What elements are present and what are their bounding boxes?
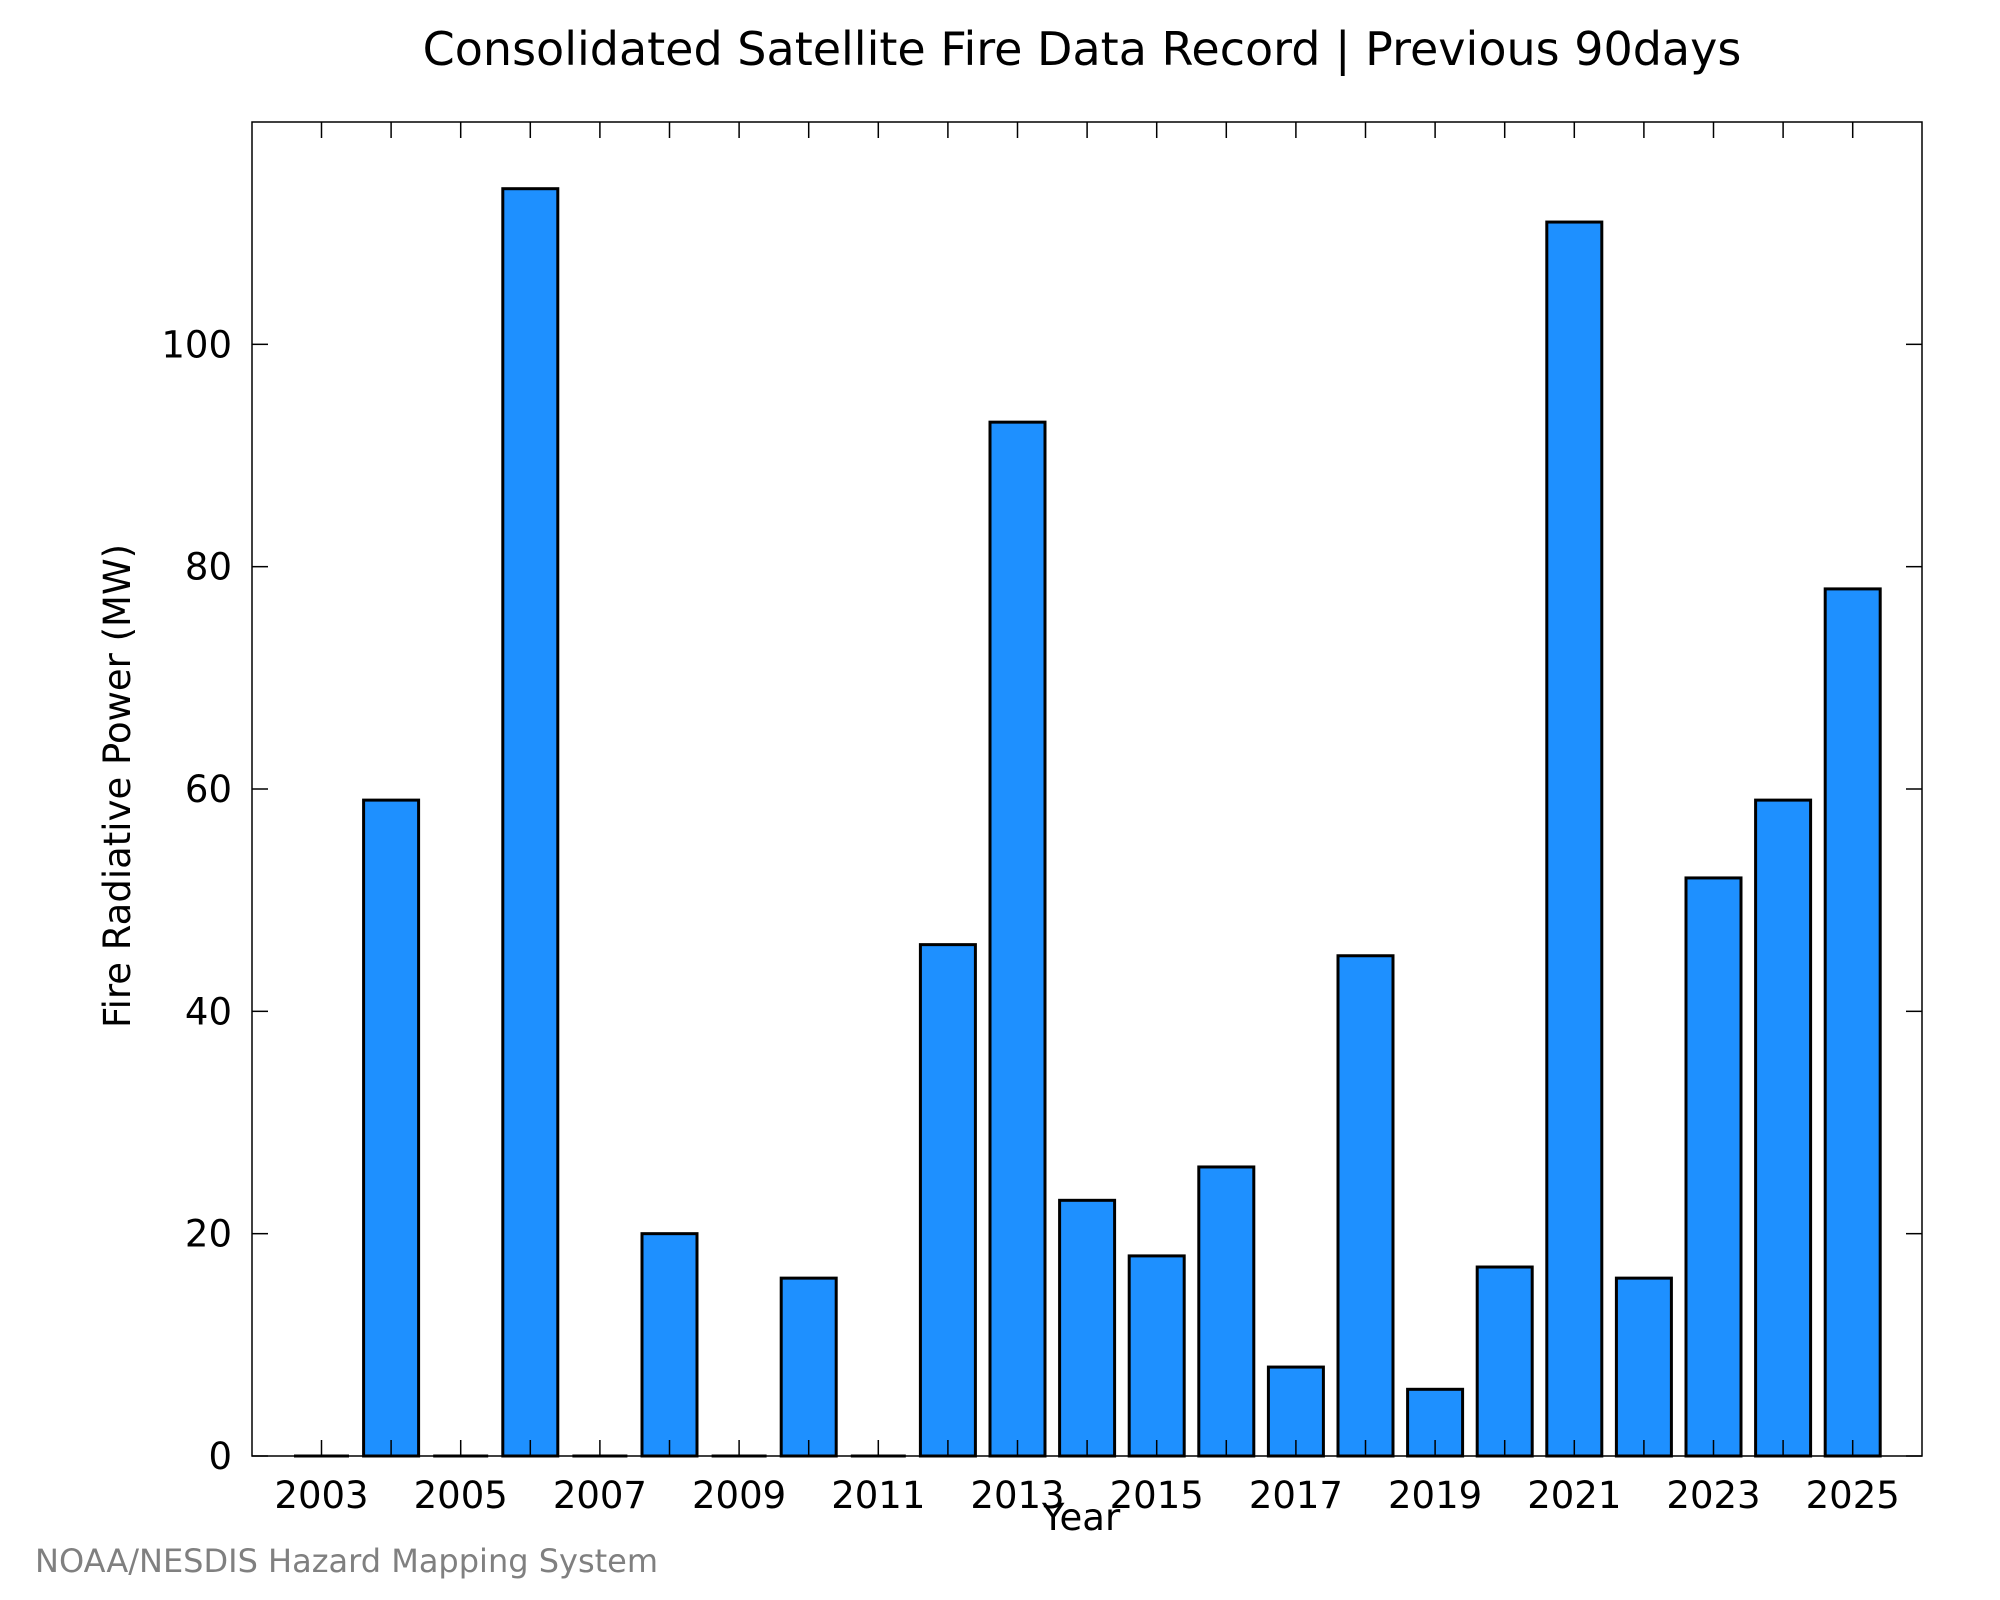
bar-2013: [988, 420, 1047, 1458]
x-tick-label: 2019: [1388, 1474, 1482, 1517]
y-tick-label: 20: [185, 1213, 232, 1256]
bar-2025: [1823, 587, 1882, 1458]
credit-text: NOAA/NESDIS Hazard Mapping System: [35, 1542, 658, 1580]
x-tick-label: 2003: [274, 1474, 368, 1517]
x-tick-label: 2023: [1666, 1474, 1760, 1517]
y-tick-label: 40: [185, 990, 232, 1033]
y-tick-label: 100: [161, 323, 232, 366]
y-tick-label: 0: [208, 1435, 232, 1478]
y-axis-label: Fire Radiative Power (MW): [96, 544, 139, 1028]
x-tick-label: 2015: [1110, 1474, 1204, 1517]
bar-2010: [779, 1276, 838, 1458]
bar-2015: [1127, 1254, 1186, 1458]
bar-2016: [1197, 1165, 1256, 1458]
x-tick-label: 2017: [1249, 1474, 1343, 1517]
bar-2018: [1336, 954, 1395, 1458]
x-tick-label: 2013: [970, 1474, 1064, 1517]
bar-2014: [1058, 1198, 1117, 1458]
bar-2006: [501, 187, 560, 1458]
x-tick-label: 2011: [831, 1474, 925, 1517]
y-tick-label: 80: [185, 546, 232, 589]
y-tick-label: 60: [185, 768, 232, 811]
bar-2008: [640, 1232, 699, 1458]
bar-2012: [918, 943, 977, 1458]
x-tick-label: 2009: [692, 1474, 786, 1517]
y-axis-ticks: 0 20 40 60 80 100: [161, 323, 1922, 1478]
bar-2004: [362, 798, 421, 1458]
x-axis-ticks: 2003 2005 2007 2009 2011 2013 2015 2017 2019 2021…: [274, 122, 1900, 1517]
x-tick-label: 2021: [1527, 1474, 1621, 1517]
chart-title: Consolidated Satellite Fire Data Record …: [423, 22, 1742, 77]
bars-group: [294, 187, 1882, 1458]
bar-2022: [1614, 1276, 1673, 1458]
bar-2020: [1475, 1265, 1534, 1458]
x-axis-label: Year: [1041, 1496, 1121, 1539]
x-tick-label: 2005: [414, 1474, 508, 1517]
bar-2024: [1754, 798, 1813, 1458]
plot-frame: [251, 121, 1923, 1457]
bar-2021: [1545, 220, 1604, 1458]
x-tick-label: 2007: [553, 1474, 647, 1517]
bar-2023: [1684, 876, 1743, 1458]
x-tick-label: 2025: [1806, 1474, 1900, 1517]
